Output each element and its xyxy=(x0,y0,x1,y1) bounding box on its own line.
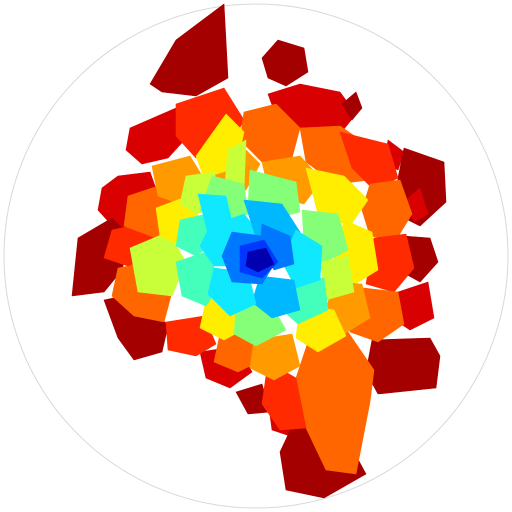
boundary-circle xyxy=(3,3,509,509)
mosaic-tile xyxy=(305,167,369,227)
mosaic-tile xyxy=(245,247,275,273)
mosaic-tile xyxy=(249,333,301,381)
mosaic-tile xyxy=(261,39,309,87)
blue-core-region xyxy=(199,199,323,319)
mosaic-tile xyxy=(365,337,441,395)
mosaic-tile xyxy=(341,91,363,121)
mosaic-tile xyxy=(149,3,229,97)
